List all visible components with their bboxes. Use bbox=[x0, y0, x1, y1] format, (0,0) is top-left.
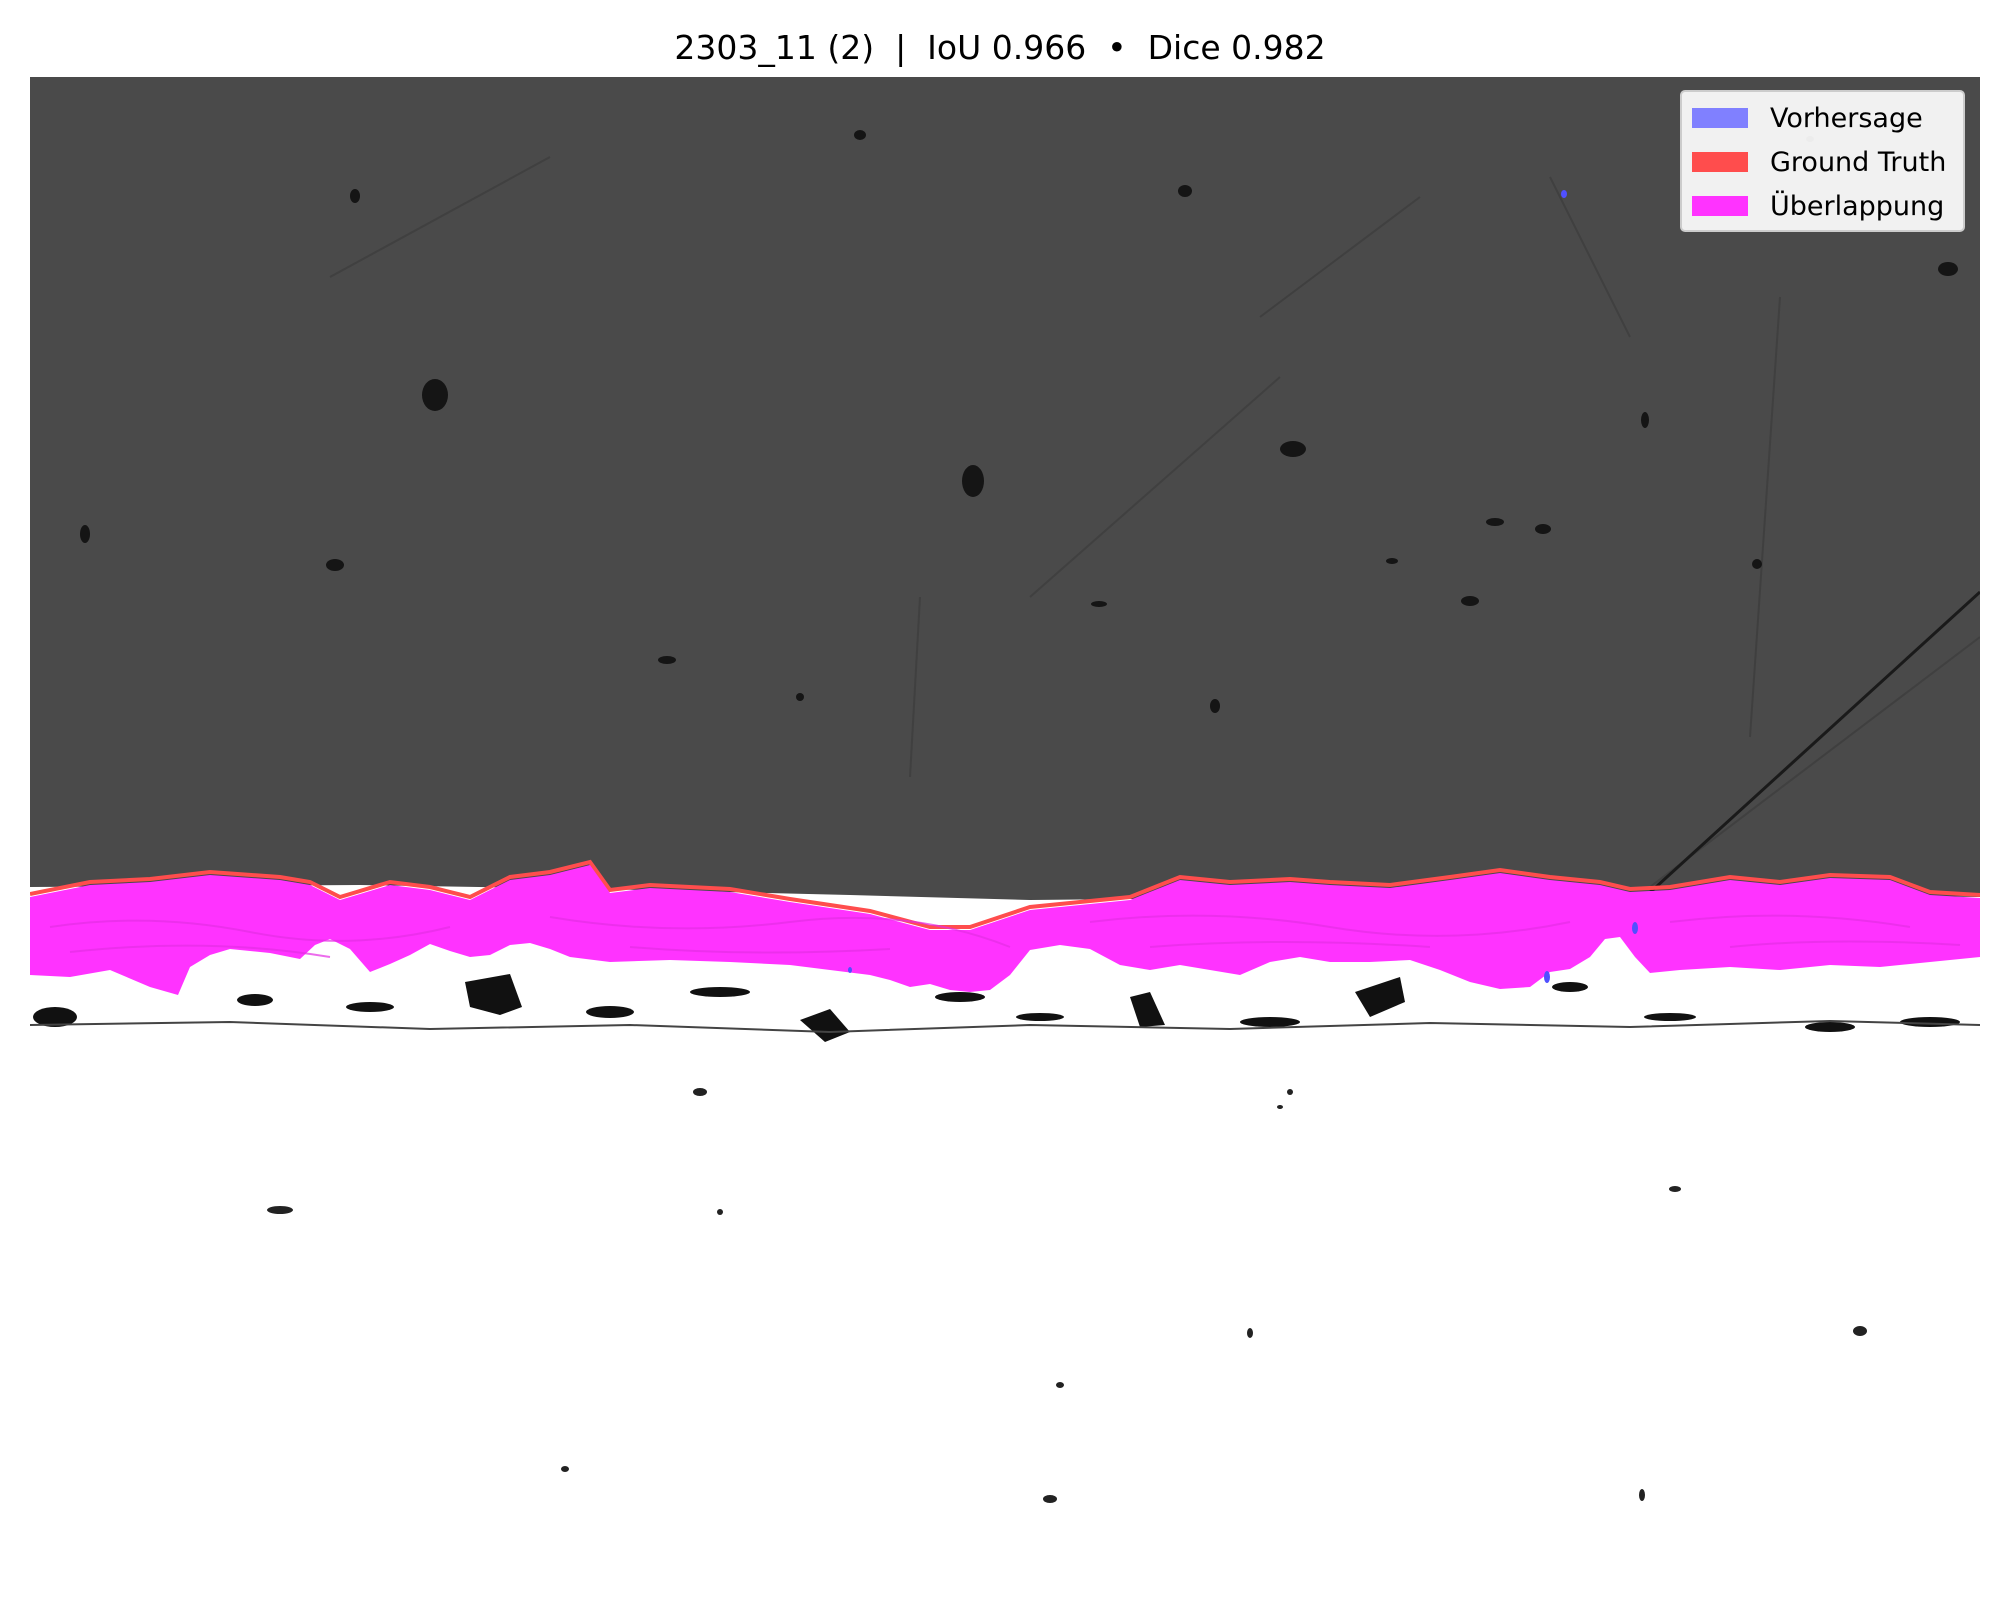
legend-item-ground-truth: Ground Truth bbox=[1692, 146, 1946, 178]
ground-truth-edge bbox=[30, 859, 1980, 929]
pores-lower bbox=[267, 1088, 1867, 1503]
micrograph-overlay bbox=[30, 77, 1980, 1564]
legend-label: Vorhersage bbox=[1770, 102, 1923, 134]
overlap-region bbox=[30, 865, 1980, 995]
embedding-region bbox=[30, 77, 1980, 900]
legend-label: Ground Truth bbox=[1770, 146, 1947, 178]
legend-item-ueberlappung: Überlappung bbox=[1692, 190, 1944, 222]
scratch-dark bbox=[1643, 590, 1980, 899]
figure-title: 2303_11 (2) | IoU 0.966 • Dice 0.982 bbox=[674, 28, 1326, 67]
interlayer-line bbox=[30, 1019, 1980, 1034]
scratches bbox=[329, 156, 1980, 888]
legend-swatch-vorhersage bbox=[1692, 108, 1748, 128]
prediction-only-specks bbox=[848, 190, 1638, 983]
legend-label: Überlappung bbox=[1770, 190, 1945, 222]
overlap-texture bbox=[49, 914, 1961, 958]
pores-upper bbox=[80, 130, 1958, 713]
legend-swatch-ground-truth bbox=[1692, 152, 1748, 172]
legend: Vorhersage Ground Truth Überlappung bbox=[1680, 90, 1965, 232]
legend-item-vorhersage: Vorhersage bbox=[1692, 102, 1923, 134]
interlayer-pores bbox=[33, 974, 1960, 1042]
legend-swatch-ueberlappung bbox=[1692, 196, 1748, 216]
